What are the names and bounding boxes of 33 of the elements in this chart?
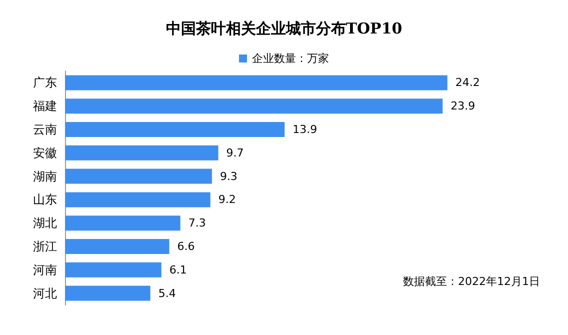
bar [65, 98, 443, 114]
annotation: 数据截至：2022年12月1日 [403, 275, 540, 288]
bar [65, 75, 448, 90]
data-label: 6.1 [169, 263, 187, 276]
bar [65, 168, 212, 184]
legend-label: 企业数量：万家 [252, 52, 329, 65]
bar [65, 286, 150, 301]
y-tick-label: 浙江 [33, 240, 57, 254]
bar [65, 122, 285, 137]
data-label: 9.7 [226, 146, 244, 160]
y-tick-label: 河南 [33, 262, 57, 277]
data-label: 9.2 [218, 193, 236, 206]
bar [65, 239, 170, 254]
data-label: 6.6 [177, 240, 195, 253]
y-tick-label: 云南 [33, 122, 57, 136]
bar [65, 192, 210, 208]
chart-title: 中国茶叶相关企业城市分布TOP10 [166, 20, 402, 38]
data-label: 13.9 [292, 123, 318, 136]
data-label: 5.4 [158, 286, 176, 300]
data-label: 9.3 [220, 170, 238, 183]
y-tick-label: 山东 [33, 192, 57, 207]
bar [65, 145, 218, 160]
data-label: 23.9 [450, 100, 476, 113]
y-tick-label: 湖南 [33, 169, 57, 184]
y-tick-label: 福建 [33, 99, 57, 114]
bar [65, 262, 162, 278]
bar [65, 216, 180, 231]
y-tick-label: 安徽 [33, 146, 57, 160]
y-tick-label: 广东 [33, 76, 57, 90]
data-label: 24.2 [455, 76, 480, 90]
y-tick-label: 湖北 [33, 216, 57, 230]
y-tick-label: 河北 [33, 286, 57, 300]
data-label: 7.3 [188, 216, 206, 230]
